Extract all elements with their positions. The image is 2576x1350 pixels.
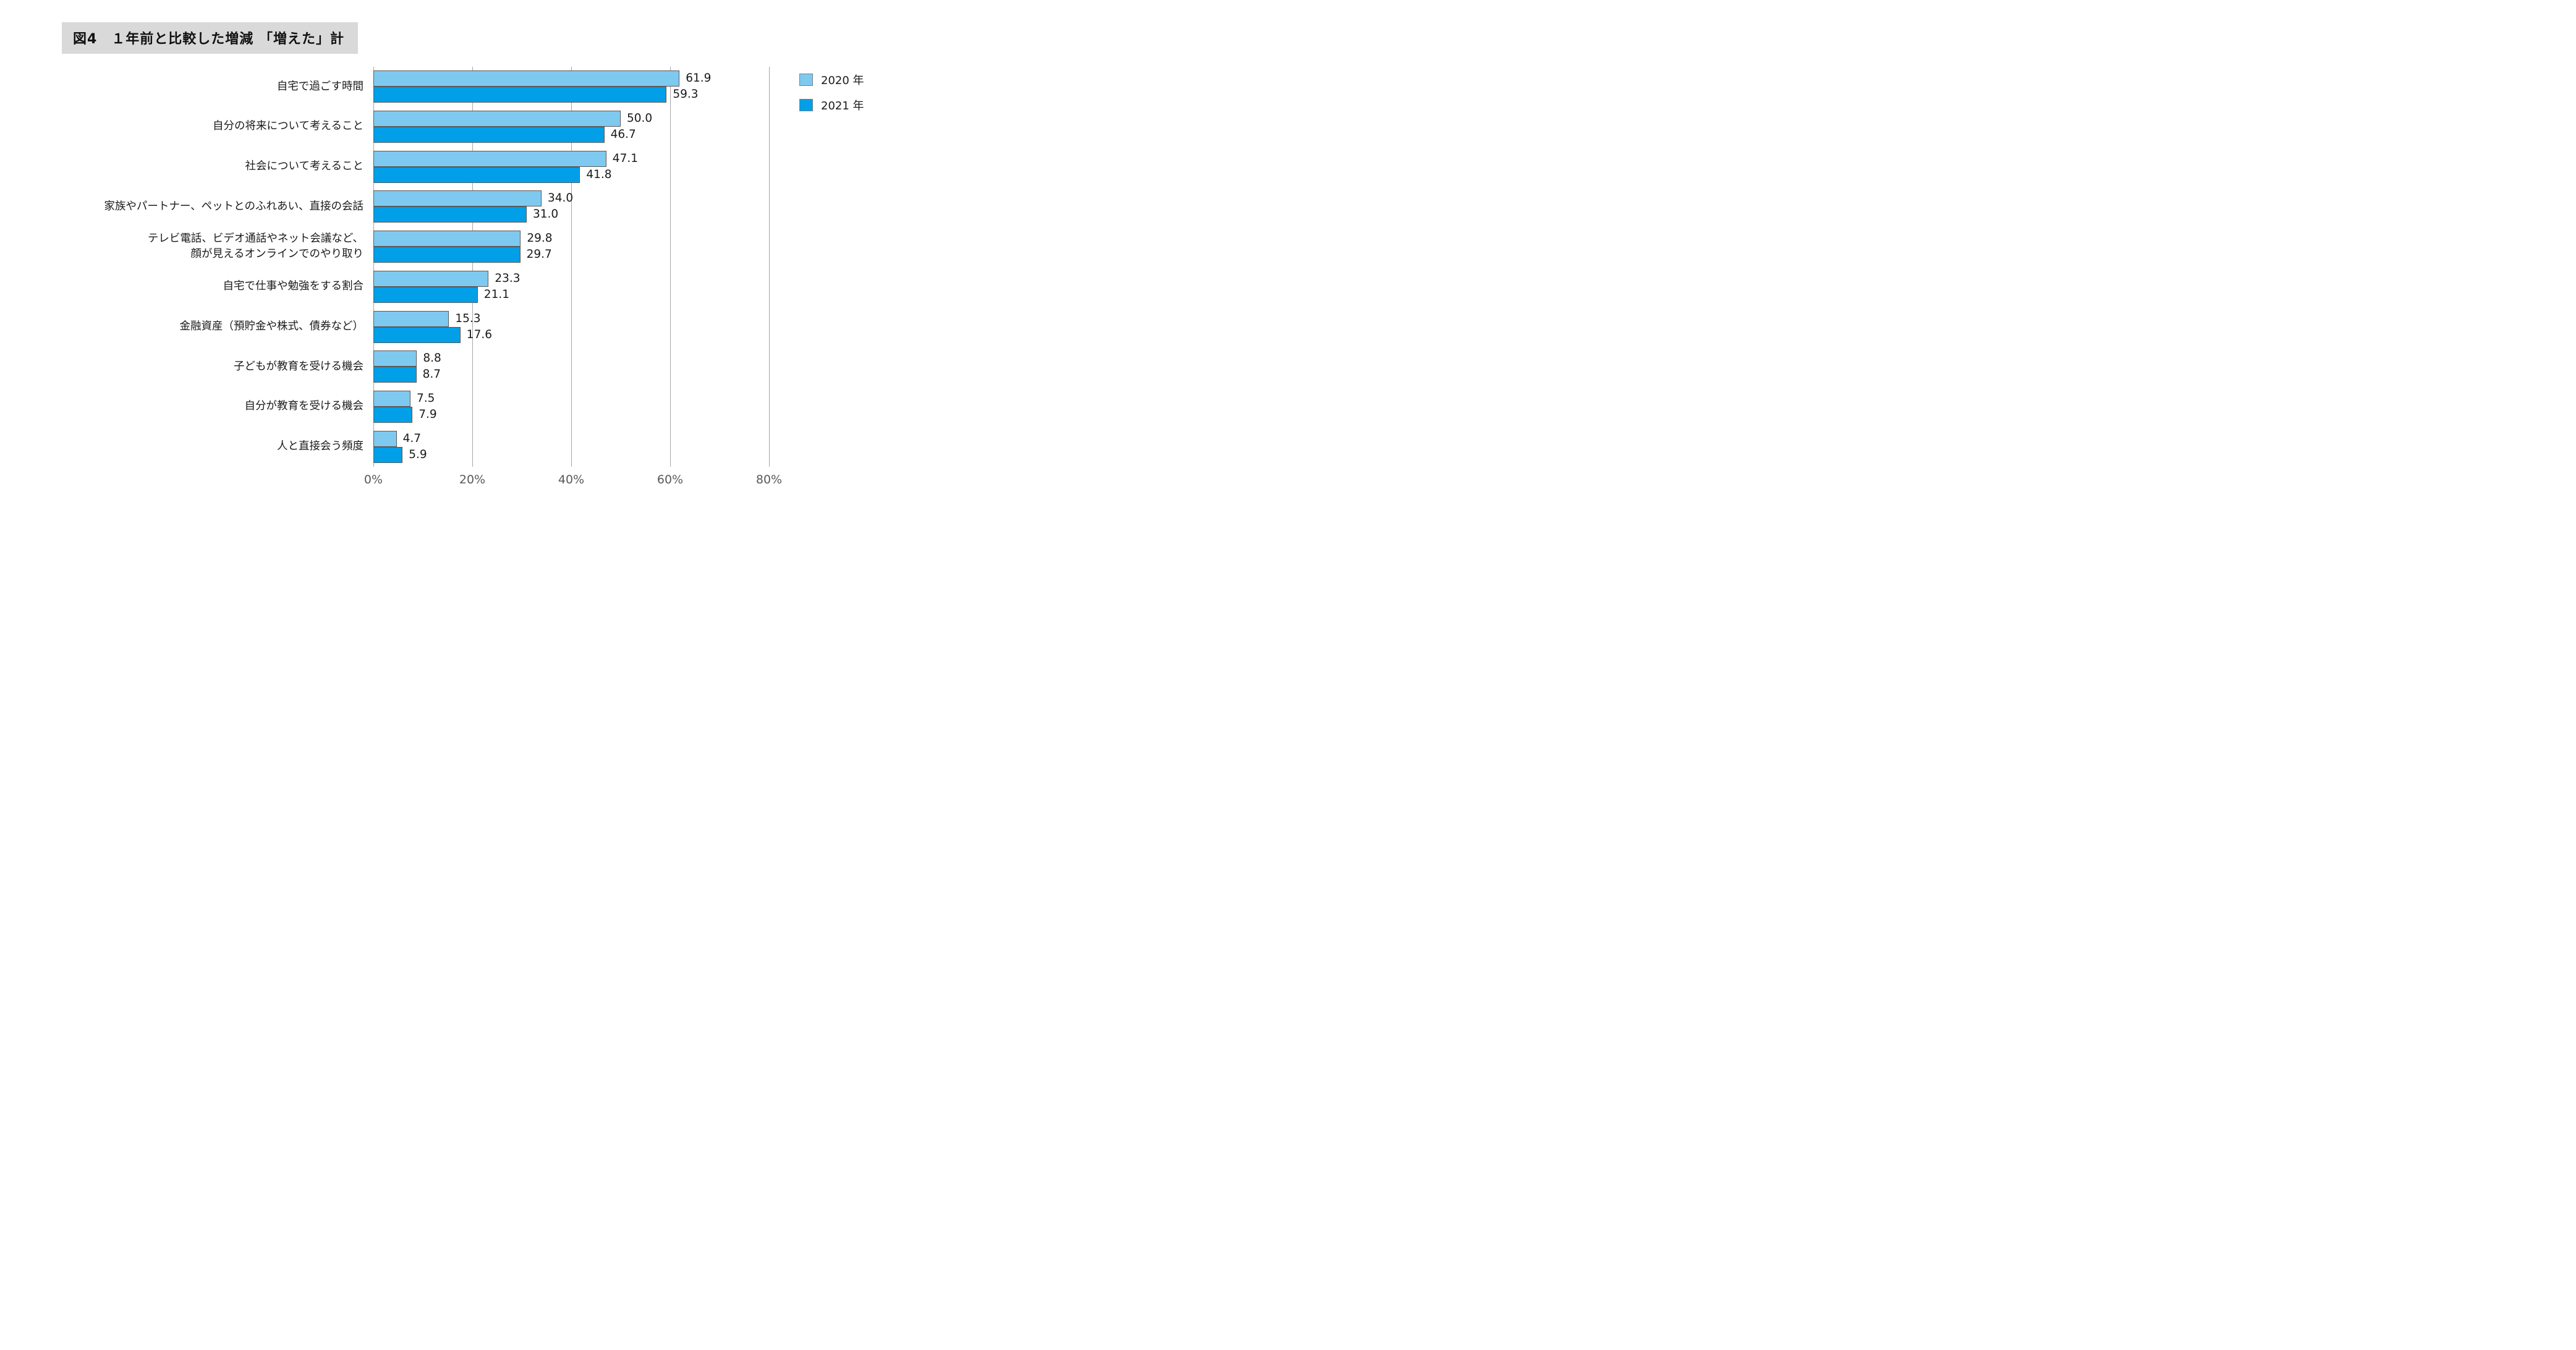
value-label-2021-row-3: 31.0	[533, 208, 559, 221]
bar-2021-row-0	[373, 87, 667, 103]
value-label-2020-row-8: 7.5	[417, 391, 435, 405]
value-label-2021-row-5: 21.1	[483, 287, 509, 301]
gridline-40	[571, 67, 572, 467]
value-label-2021-row-9: 5.9	[409, 448, 427, 461]
value-label-2021-row-2: 41.8	[586, 168, 612, 181]
bar-2020-row-5	[373, 270, 489, 287]
value-label-2020-row-7: 8.8	[423, 352, 441, 365]
category-label-4: テレビ電話、ビデオ通話やネット会議など、顔が見えるオンラインでのやり取り	[0, 227, 363, 267]
bar-2020-row-4	[373, 231, 521, 247]
x-tick-label-40: 40%	[558, 473, 585, 486]
bar-2021-row-4	[373, 247, 521, 263]
x-tick-label-20: 20%	[459, 473, 486, 486]
bar-2020-row-2	[373, 150, 606, 167]
category-label-line: 顔が見えるオンラインでのやり取り	[190, 248, 363, 261]
legend-item-2020: 2020 年	[799, 73, 864, 87]
category-label-line: 子どもが教育を受ける機会	[234, 360, 363, 373]
legend-label-2021: 2021 年	[821, 100, 864, 112]
legend-swatch-2020	[799, 74, 813, 86]
bar-2021-row-6	[373, 326, 461, 343]
bar-2021-row-5	[373, 286, 478, 303]
category-label-5: 自宅で仕事や勉強をする割合	[0, 267, 364, 307]
bar-2021-row-9	[373, 446, 403, 463]
category-label-3: 家族やパートナー、ペットとのふれあい、直接の会話	[0, 187, 363, 227]
value-label-2020-row-0: 61.9	[686, 72, 712, 85]
bar-2021-row-3	[373, 206, 527, 223]
value-label-2021-row-6: 17.6	[466, 328, 492, 341]
bar-2021-row-8	[373, 406, 413, 423]
value-label-2020-row-1: 50.0	[627, 112, 653, 125]
value-label-2021-row-8: 7.9	[419, 407, 437, 421]
category-label-line: 金融資産（預貯金や株式、債券など）	[179, 320, 364, 333]
bar-chart: 0% 20% 40% 60% 80% 自宅で過ごす時間 61.9 59.3 自分の将来について考…	[0, 0, 969, 508]
category-label-7: 子どもが教育を受ける機会	[0, 347, 363, 387]
gridline-20	[472, 67, 473, 467]
category-label-line: 家族やパートナー、ペットとのふれあい、直接の会話	[104, 200, 363, 213]
category-label-9: 人と直接会う頻度	[0, 427, 363, 467]
value-label-2020-row-4: 29.8	[527, 232, 553, 245]
figure-title: 図4 １年前と比較した増減 「増えた」計	[62, 22, 358, 54]
value-label-2021-row-1: 46.7	[610, 128, 636, 142]
value-label-2020-row-9: 4.7	[402, 431, 422, 445]
value-label-2020-row-2: 47.1	[612, 151, 638, 165]
value-label-2020-row-3: 34.0	[548, 192, 574, 205]
bar-2020-row-7	[373, 350, 417, 367]
bar-2020-row-9	[373, 430, 397, 447]
category-label-line: テレビ電話、ビデオ通話やネット会議など、	[147, 232, 363, 245]
category-label-2: 社会について考えること	[0, 146, 363, 187]
legend-item-2021: 2021 年	[799, 98, 864, 112]
category-label-0: 自宅で過ごす時間	[0, 67, 363, 107]
legend: 2020 年 2021 年	[799, 73, 864, 112]
bar-2020-row-3	[373, 190, 542, 207]
legend-label-2020: 2020 年	[821, 74, 864, 87]
bar-2020-row-1	[373, 111, 621, 127]
category-label-line: 自分が教育を受ける機会	[244, 400, 364, 413]
value-label-2021-row-7: 8.7	[422, 368, 441, 381]
value-label-2020-row-6: 15.3	[455, 312, 481, 325]
bar-2020-row-6	[373, 310, 449, 327]
legend-swatch-2021	[799, 99, 813, 111]
bar-2020-row-0	[373, 70, 680, 87]
bar-2021-row-7	[373, 367, 417, 383]
x-tick-label-0: 0%	[363, 473, 383, 486]
category-label-1: 自分の将来について考えること	[0, 107, 363, 147]
bar-2021-row-1	[373, 127, 605, 143]
gridline-60	[670, 67, 671, 467]
category-label-8: 自分が教育を受ける機会	[0, 387, 364, 427]
bar-2021-row-2	[373, 166, 580, 183]
category-label-line: 社会について考えること	[245, 160, 363, 173]
bar-2020-row-8	[373, 390, 410, 407]
gridline-80	[769, 67, 770, 467]
value-label-2021-row-0: 59.3	[673, 88, 699, 101]
value-label-2021-row-4: 29.7	[526, 248, 552, 261]
value-label-2020-row-5: 23.3	[495, 271, 521, 285]
category-label-line: 自分の将来について考えること	[213, 120, 363, 133]
category-label-6: 金融資産（預貯金や株式、債券など）	[0, 307, 364, 347]
x-tick-label-60: 60%	[657, 473, 684, 486]
category-label-line: 自宅で過ごす時間	[276, 80, 363, 93]
gridline-0	[373, 67, 374, 467]
x-tick-label-80: 80%	[755, 473, 783, 486]
category-label-line: 自宅で仕事や勉強をする割合	[223, 280, 364, 293]
category-label-line: 人と直接会う頻度	[277, 439, 363, 452]
